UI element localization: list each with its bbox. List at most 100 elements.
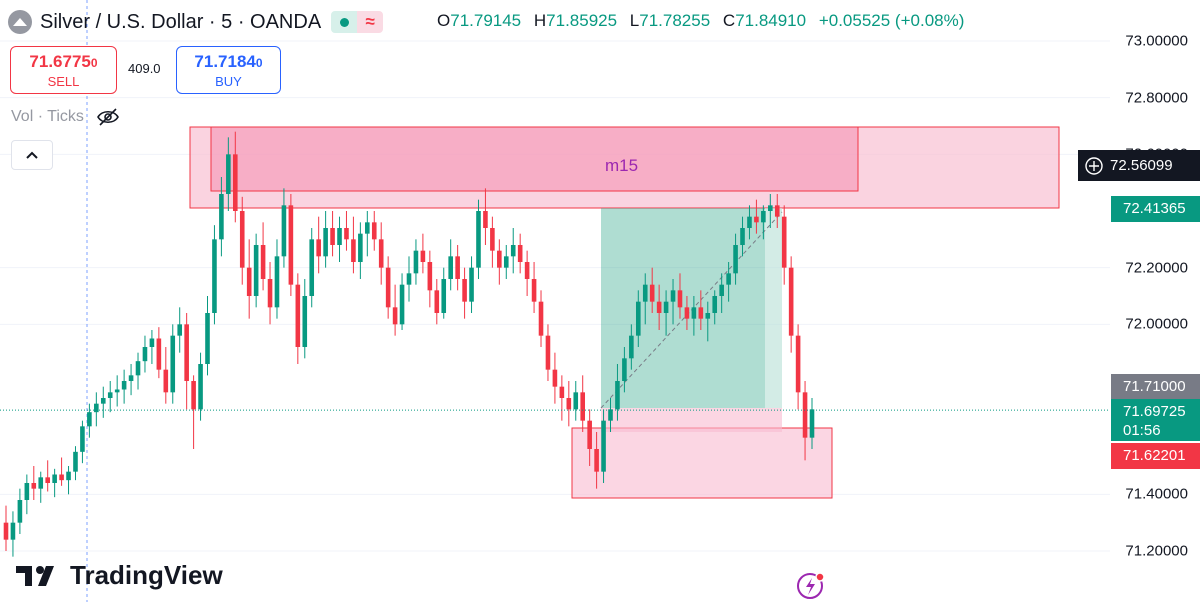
candle-body [260, 245, 266, 279]
candle-body [754, 216, 759, 223]
candle-body [469, 267, 474, 302]
candle-body [351, 239, 356, 262]
chart-header[interactable]: Silver / U.S. Dollar · 5 · OANDA ≈ [8, 8, 384, 36]
low-price-tag: 71.62201 [1111, 443, 1200, 469]
candle-body [497, 250, 502, 268]
eye-off-icon[interactable] [96, 107, 120, 127]
candle-body [649, 284, 655, 302]
candle-body [226, 154, 231, 194]
candle-body [156, 338, 162, 370]
buy-button[interactable]: 71.71840 BUY [176, 46, 281, 94]
symbol-icon [8, 10, 32, 34]
candle-body [288, 205, 294, 285]
candle-body [698, 307, 704, 319]
candle-body [184, 324, 189, 381]
tradingview-logo[interactable]: TradingView [16, 560, 223, 591]
candle-body [3, 522, 9, 540]
candle-body [580, 392, 586, 421]
candle-body [635, 301, 641, 336]
ohlc-readout: O71.79145 H71.85925 L71.78255 C71.84910 … [437, 11, 972, 31]
candle-body [232, 154, 238, 211]
candle-body [781, 216, 787, 268]
candle-body [601, 420, 606, 472]
open-label: O [437, 11, 451, 30]
buy-price: 71.7184 [194, 51, 256, 71]
candle-body [24, 483, 30, 500]
candle-body [566, 398, 572, 410]
candle-body [399, 284, 405, 325]
candle-body [517, 245, 523, 262]
candle-body [545, 335, 551, 370]
close-label: C [722, 11, 736, 30]
candle-body [712, 296, 718, 313]
candle-body [462, 279, 467, 302]
candle-body [121, 381, 127, 390]
axis-tick-label: 73.00000 [1125, 32, 1188, 50]
candle-body [476, 211, 481, 268]
candle-body [503, 256, 509, 268]
candle-body [45, 477, 50, 483]
volume-indicator[interactable]: Vol · Ticks [11, 107, 120, 127]
candle-body [788, 267, 794, 336]
candle-body [795, 335, 801, 393]
collapse-button[interactable] [11, 140, 53, 170]
candle-body [677, 290, 683, 308]
candle-body [684, 307, 690, 319]
open-value: 71.79145 [450, 11, 522, 30]
candle-body [128, 375, 134, 381]
candle-body [656, 301, 662, 313]
candle-body [490, 228, 495, 251]
chart-grid [0, 0, 1110, 602]
candle-body [733, 245, 738, 274]
candle-body [31, 483, 37, 489]
candle-body [420, 250, 426, 262]
candle-body [434, 290, 440, 313]
current-price-tag: 71.69725 01:56 [1111, 399, 1200, 441]
candle-body [802, 392, 808, 438]
candle-body [594, 449, 599, 472]
candle-body [149, 338, 155, 347]
candle-body [59, 474, 64, 481]
stop-area [601, 408, 782, 432]
sell-button[interactable]: 71.67750 SELL [10, 46, 117, 94]
candle-body [573, 392, 579, 410]
candle-body [358, 233, 363, 262]
crosshair-plus-icon[interactable] [1078, 156, 1110, 176]
candle-body [663, 301, 669, 313]
candle-body [378, 239, 384, 268]
candle-body [538, 301, 544, 336]
candle-body [80, 426, 85, 452]
candle-body [17, 500, 23, 523]
sell-price-pip: 0 [90, 55, 98, 70]
buy-label: BUY [215, 73, 242, 89]
candle-body [510, 245, 516, 257]
status-pill[interactable]: ≈ [331, 11, 384, 33]
high-value: 71.85925 [546, 11, 618, 30]
bolt-icon[interactable] [796, 571, 826, 601]
axis-tick-label: 72.00000 [1125, 315, 1188, 333]
candle-body [239, 211, 245, 268]
candle-body [302, 296, 308, 347]
candle-body [761, 211, 766, 223]
candle-body [768, 205, 773, 211]
candle-body [365, 222, 370, 234]
candle-body [309, 239, 315, 296]
chart-zones [189, 126, 1060, 499]
candle-body [615, 381, 620, 410]
symbol-title[interactable]: Silver / U.S. Dollar · 5 · OANDA [40, 10, 322, 33]
crosshair-price-box[interactable]: 72.56099 [1078, 150, 1200, 181]
candle-body [629, 335, 634, 359]
candle-body [163, 369, 169, 393]
candle-body [441, 279, 447, 313]
wave-icon: ≈ [357, 11, 384, 33]
candle-body [483, 211, 488, 228]
candle-body [191, 381, 196, 410]
candle-body [774, 205, 780, 217]
trade-path-line [600, 211, 783, 409]
chevron-up-icon [26, 151, 38, 159]
axis-tick-label: 71.20000 [1125, 542, 1188, 560]
target-area [601, 208, 782, 408]
candle-body [267, 279, 273, 308]
candle-body [337, 228, 342, 245]
